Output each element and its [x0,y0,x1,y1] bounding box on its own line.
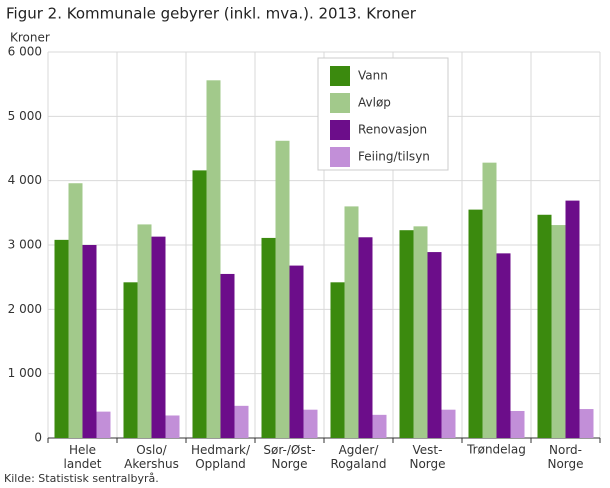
chart-title: Figur 2. Kommunale gebyrer (inkl. mva.).… [6,5,417,23]
bar [372,414,387,438]
y-tick-label: 3 000 [8,238,42,252]
bar [427,252,442,438]
legend-swatch [330,93,350,113]
bar [579,409,594,438]
bar [468,209,483,438]
x-tick-label: Hedmark/Oppland [191,443,251,471]
bar [275,140,290,438]
bar [165,415,180,438]
bar [206,80,221,438]
bar [192,170,207,438]
bar [358,237,373,438]
bar [537,214,552,438]
bar [123,282,138,438]
y-axis-label: Kroner [10,31,50,45]
bar [96,411,111,438]
bar [441,409,456,438]
x-tick-label: Nord-Norge [547,443,583,471]
bar [565,200,580,438]
legend-label: Feiing/tilsyn [358,150,430,164]
bar [151,236,166,438]
source: Kilde: Statistisk sentralbyrå. [4,472,159,485]
legend-swatch [330,120,350,140]
y-tick-label: 4 000 [8,173,42,187]
bar [482,162,497,439]
x-tick-label: Sør-/Øst-Norge [263,443,315,471]
bar [68,183,83,438]
bar [54,239,69,438]
bar [261,237,276,438]
bar [137,224,152,438]
y-tick-label: 1 000 [8,366,42,380]
bar [344,206,359,438]
bar [510,410,525,438]
bar [551,225,566,438]
legend-swatch [330,66,350,86]
bar [82,245,97,438]
bar [289,265,304,438]
x-tick-label: Vest-Norge [409,443,445,471]
bar [234,405,249,438]
legend-label: Avløp [358,96,391,110]
y-tick-label: 0 [34,431,42,445]
legend-swatch [330,147,350,167]
bar [303,409,318,438]
legend-label: Vann [358,69,388,83]
bar [330,282,345,438]
bar [496,253,511,438]
bar [399,230,414,438]
legend-label: Renovasjon [358,123,427,137]
bar [413,226,428,438]
y-tick-label: 6 000 [8,45,42,59]
y-tick-label: 2 000 [8,302,42,316]
x-tick-label: Hele landet [64,443,102,471]
y-tick-label: 5 000 [8,109,42,123]
x-tick-label: Oslo/Akershus [124,443,179,471]
x-tick-label: Agder/Rogaland [330,443,386,471]
bar [220,273,235,438]
x-tick-label: Trøndelag [466,443,526,457]
